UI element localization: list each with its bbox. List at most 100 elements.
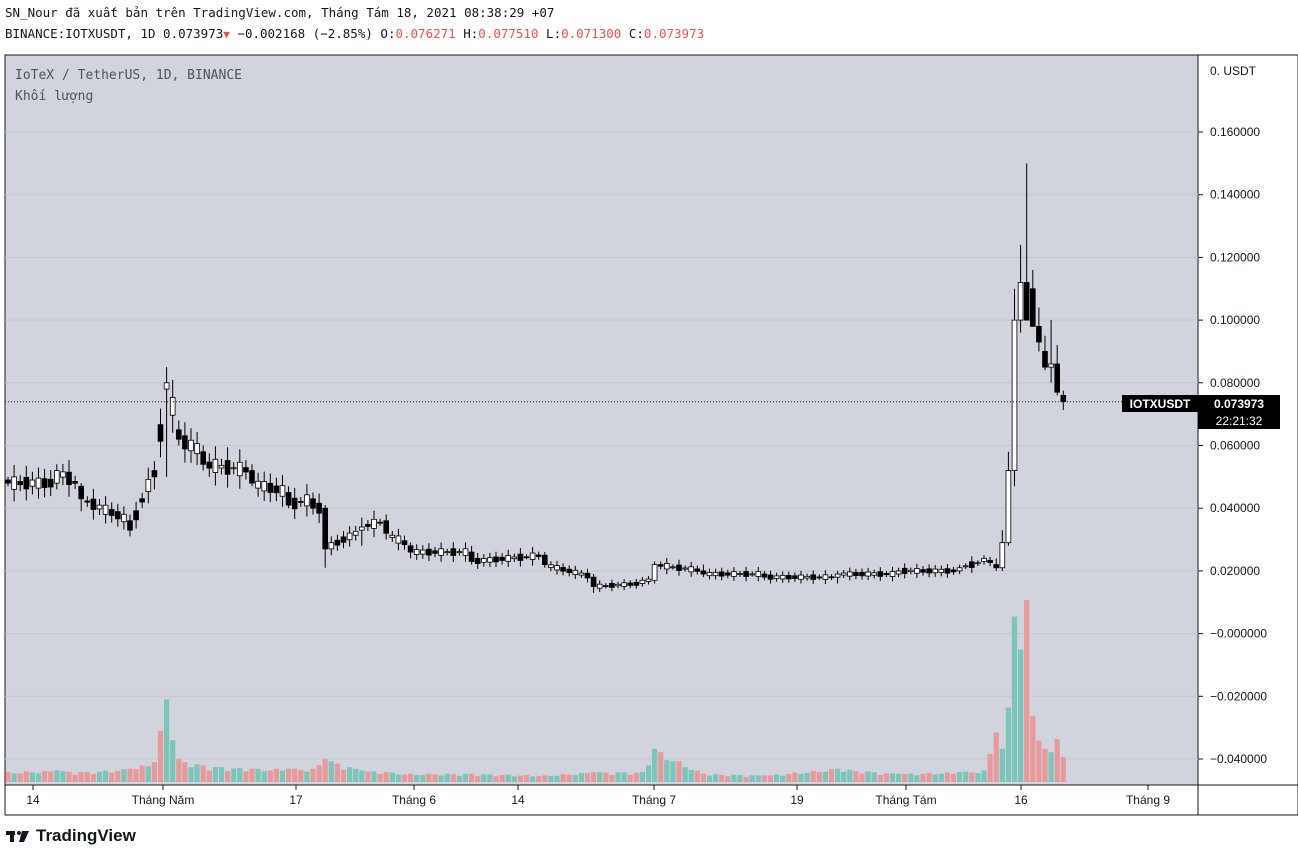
candle-body	[987, 559, 993, 564]
candle-body	[304, 494, 310, 507]
volume-bar	[926, 772, 932, 782]
candle-body	[456, 551, 463, 554]
volume-bar	[957, 772, 963, 782]
volume-bar	[432, 774, 438, 782]
candle-body	[230, 467, 237, 470]
volume-bar	[17, 773, 23, 782]
x-tick-label: 14	[511, 793, 525, 807]
volume-bar	[883, 773, 889, 782]
volume-bar	[523, 775, 530, 782]
candle-body	[206, 461, 213, 469]
candle-body	[17, 481, 23, 486]
x-tick-label: 14	[26, 793, 40, 807]
volume-bar	[78, 772, 84, 782]
x-tick-label: 19	[790, 793, 804, 807]
volume-bar	[133, 769, 139, 782]
volume-bar	[1048, 752, 1054, 782]
candle-body	[468, 551, 475, 562]
candle-body	[102, 504, 109, 515]
candle-body	[950, 569, 957, 573]
candle-body	[224, 460, 231, 475]
volume-bar	[645, 765, 652, 782]
y-tick-label: 0.120000	[1210, 250, 1260, 264]
volume-bar	[652, 748, 658, 782]
candle-body	[157, 424, 164, 442]
volume-bar	[188, 767, 194, 782]
candle-body	[810, 574, 816, 580]
price-change: −0.002168 (−2.85%)	[237, 26, 373, 41]
volume-bar	[731, 774, 737, 782]
candle-body	[560, 567, 566, 572]
volume-bar	[35, 773, 42, 782]
candle-body	[218, 464, 225, 469]
volume-bar	[493, 776, 499, 782]
candle-body	[291, 497, 298, 510]
volume-bar	[66, 771, 72, 782]
tradingview-logo[interactable]: TradingView	[6, 826, 136, 846]
volume-bar	[371, 771, 377, 782]
volume-bar	[591, 772, 597, 782]
volume-bar	[5, 772, 11, 782]
volume-bar	[572, 775, 578, 782]
candle-body	[535, 554, 542, 557]
volume-bar	[804, 772, 810, 782]
candle-body	[682, 567, 688, 570]
y-tick-label: −0.040000	[1210, 752, 1267, 766]
volume-bar	[139, 765, 145, 782]
candle-body	[346, 532, 353, 541]
volume-bar	[969, 772, 975, 782]
candle-body	[816, 576, 823, 579]
volume-bar	[298, 770, 304, 782]
y-tick-label: 0.060000	[1210, 439, 1260, 453]
candle-body	[859, 571, 865, 577]
volume-bar	[865, 771, 871, 782]
high-value: 0.077510	[478, 26, 539, 41]
candle-body	[60, 471, 66, 478]
candle-body	[645, 578, 652, 582]
candle-body	[962, 565, 969, 568]
candle-body	[792, 575, 798, 579]
candle-body	[999, 542, 1006, 569]
candle-body	[908, 569, 914, 573]
volume-bar	[755, 775, 761, 782]
candle-body	[798, 574, 804, 580]
candle-body	[407, 545, 414, 553]
volume-bar	[212, 766, 218, 782]
volume-bar	[664, 760, 670, 782]
x-tick-label: Tháng Tám	[875, 793, 936, 807]
volume-bar	[975, 773, 981, 782]
candle-body	[188, 439, 194, 452]
volume-bar	[603, 772, 609, 782]
volume-bar	[322, 758, 328, 782]
candle-body	[596, 583, 603, 589]
candle-body	[365, 524, 371, 527]
candle-body	[78, 485, 85, 500]
candle-body	[694, 568, 701, 572]
volume-bar	[920, 773, 926, 782]
volume-bar	[127, 768, 133, 782]
candle-body	[261, 481, 267, 492]
candle-body	[29, 479, 36, 487]
volume-bar	[1030, 715, 1036, 782]
price-axis[interactable]: 0.160000 0.140000 0.120000 0.100000 0.080000…	[1198, 64, 1267, 766]
candle-body	[426, 548, 432, 556]
open-label: O:	[380, 26, 396, 41]
candle-body	[389, 534, 396, 538]
volume-bar	[54, 770, 60, 782]
volume-bar	[767, 775, 774, 782]
candle-body	[828, 576, 835, 579]
time-axis[interactable]: 14 Tháng Năm 17 Tháng 6 14 Tháng 7 19 Tháng Tám…	[26, 785, 1170, 807]
candle-body	[493, 556, 499, 563]
candle-body	[657, 564, 664, 567]
volume-bar	[377, 773, 383, 782]
volume-bar	[475, 776, 481, 782]
volume-bar	[944, 772, 950, 782]
candle-body	[877, 571, 884, 577]
candle-body	[72, 480, 78, 484]
x-tick-label: 16	[1014, 793, 1028, 807]
candle-body	[853, 572, 859, 576]
candle-body	[651, 564, 658, 581]
candle-body	[749, 573, 755, 576]
candle-body	[1030, 288, 1036, 327]
